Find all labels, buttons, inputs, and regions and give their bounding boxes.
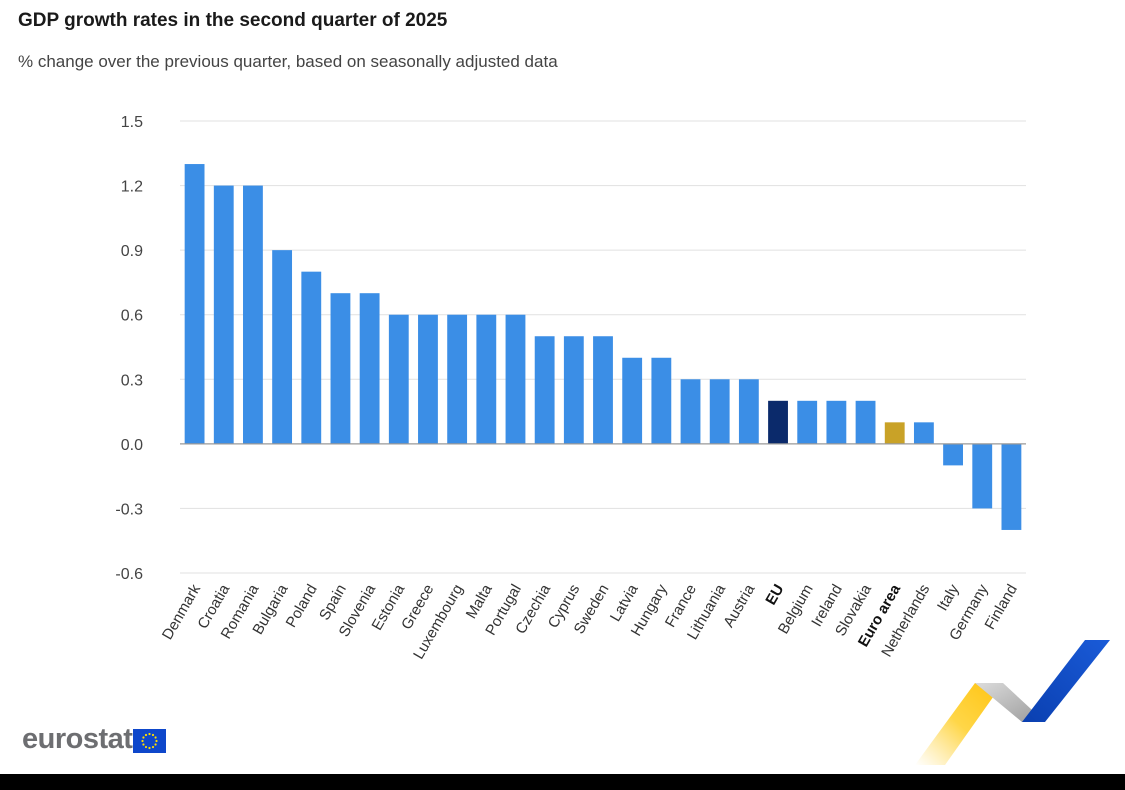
- bar-slovakia: [855, 400, 876, 444]
- bar-estonia: [388, 314, 409, 444]
- bar-lithuania: [709, 379, 730, 444]
- bar-greece: [418, 314, 438, 444]
- bar-denmark: [184, 164, 205, 444]
- y-tick-label: 0.0: [121, 437, 143, 454]
- bar-sweden: [593, 336, 613, 444]
- bar-cyprus: [563, 336, 584, 444]
- bar-germany: [972, 443, 993, 509]
- eu-flag-icon: [133, 729, 167, 753]
- bar-france: [680, 379, 701, 444]
- bar-slovenia: [359, 293, 380, 444]
- chart-subtitle: % change over the previous quarter, base…: [18, 52, 558, 71]
- y-tick-label: 1.2: [121, 179, 143, 196]
- bar-romania: [243, 185, 263, 444]
- bar-luxembourg: [447, 314, 468, 444]
- y-tick-label: 0.9: [121, 243, 143, 260]
- bar-hungary: [651, 357, 672, 444]
- y-tick-label: -0.3: [115, 501, 143, 518]
- bar-eu: [768, 400, 788, 444]
- chart-title: GDP growth rates in the second quarter o…: [18, 10, 448, 31]
- footer-band: [0, 774, 1125, 790]
- y-tick-label: 1.5: [121, 114, 143, 131]
- bars: [180, 164, 1026, 530]
- bar-croatia: [213, 185, 234, 444]
- eurostat-logo: eurostat: [22, 723, 167, 756]
- y-tick-label: -0.6: [115, 566, 143, 583]
- gridlines: [180, 120, 1026, 574]
- bar-poland: [301, 271, 322, 444]
- bar-latvia: [622, 357, 643, 444]
- bar-ireland: [826, 400, 847, 444]
- bar-malta: [476, 314, 497, 444]
- bar-netherlands: [913, 422, 934, 444]
- bar-portugal: [505, 314, 526, 444]
- bar-austria: [738, 379, 759, 444]
- bar-bulgaria: [272, 250, 293, 444]
- bar-finland: [1001, 443, 1022, 530]
- y-tick-label: 0.3: [121, 372, 143, 389]
- bar-belgium: [797, 400, 818, 444]
- logo-text: eurostat: [22, 723, 133, 755]
- y-tick-label: 0.6: [121, 308, 143, 325]
- bar-czechia: [534, 336, 555, 444]
- y-axis-ticks: 1.5 1.2 0.9 0.6 0.3 0.0 -0.3 -0.6: [115, 114, 143, 583]
- bar-euro-area: [884, 422, 905, 444]
- bar-italy: [943, 443, 963, 466]
- bar-spain: [330, 293, 351, 444]
